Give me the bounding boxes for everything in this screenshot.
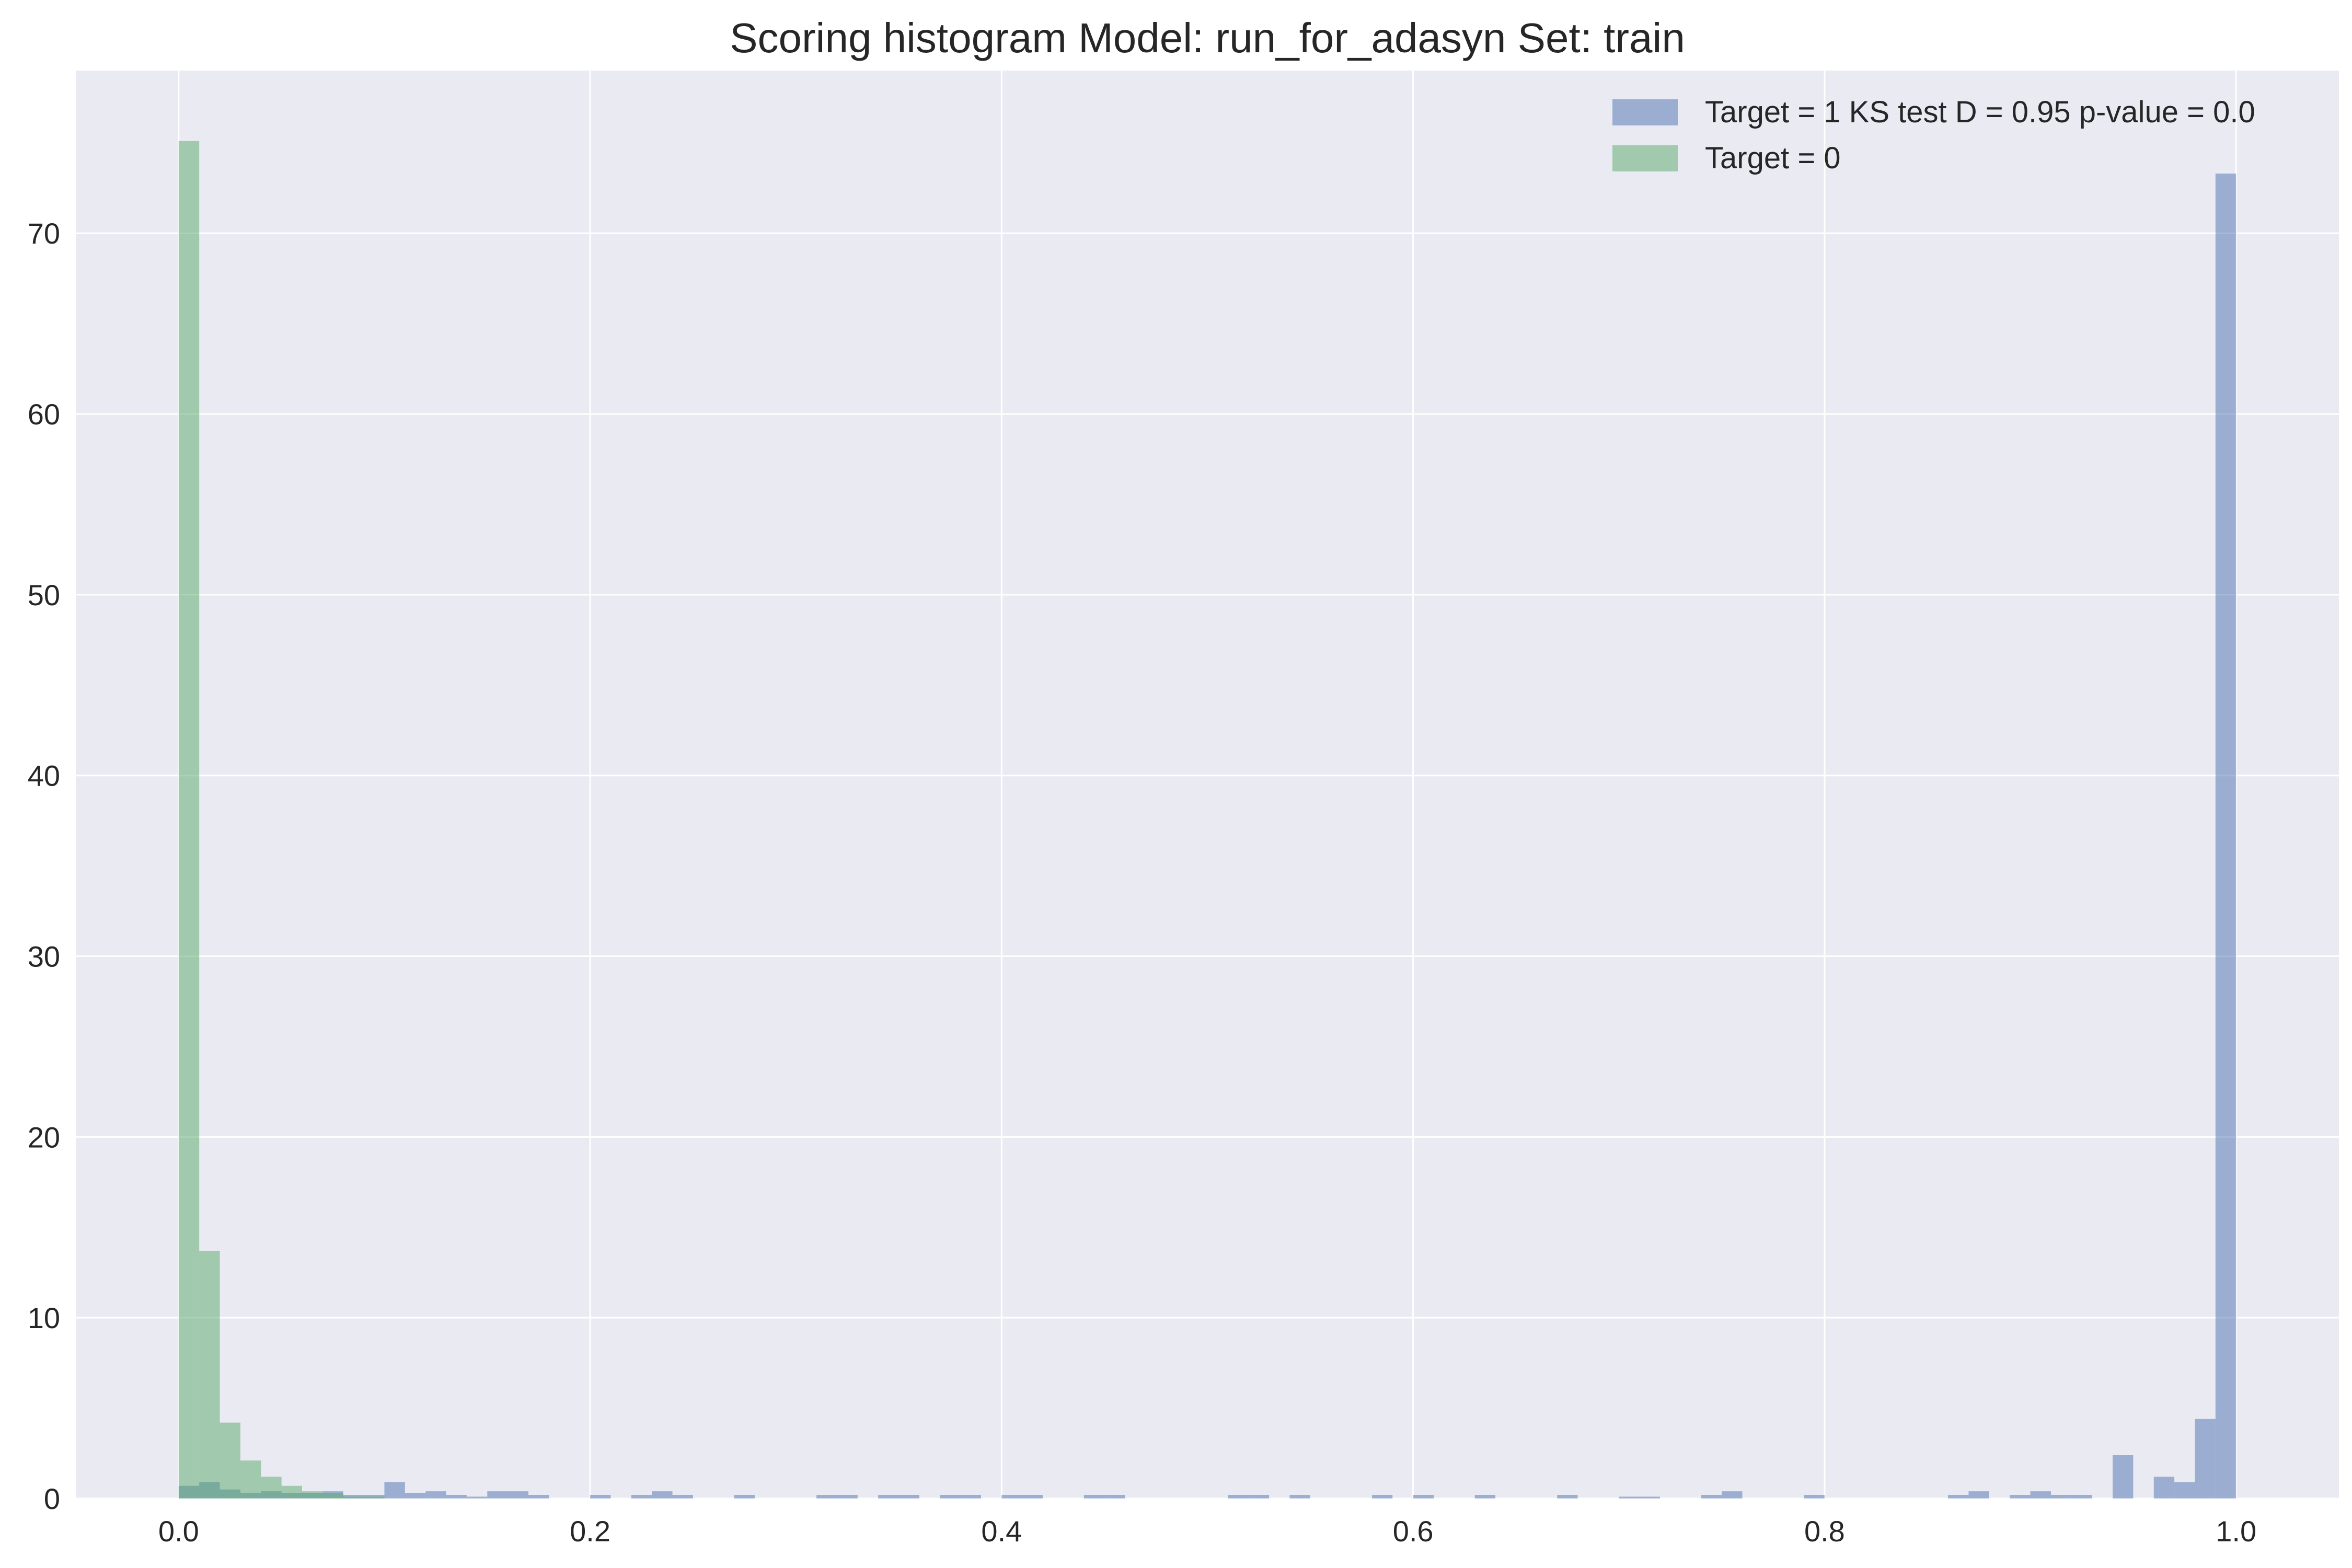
- histogram-bar: [1722, 1491, 1743, 1498]
- histogram-bar: [1474, 1495, 1496, 1498]
- histogram-bar: [2153, 1477, 2175, 1498]
- histogram-bar: [466, 1496, 488, 1498]
- tick-labels: 0.0 0.2 0.4 0.6 0.8 1.0 0 10 20 30 40 50 60 70: [28, 217, 2256, 1548]
- histogram-bar: [261, 1477, 282, 1498]
- histogram-bar: [1228, 1495, 1249, 1498]
- histogram-bar: [837, 1495, 858, 1498]
- histogram-bar: [1557, 1495, 1578, 1498]
- histogram-bar: [1948, 1495, 1969, 1498]
- y-tick-label: 70: [28, 217, 60, 250]
- histogram-bar: [364, 1496, 385, 1498]
- histogram-bar: [2071, 1495, 2092, 1498]
- legend-swatch-target-1: [1612, 99, 1678, 125]
- chart-title: Scoring histogram Model: run_for_adasyn …: [730, 15, 1685, 61]
- histogram-bar: [940, 1495, 961, 1498]
- y-tick-label: 50: [28, 579, 60, 612]
- histogram-bar: [384, 1482, 405, 1498]
- histogram-bar: [960, 1495, 981, 1498]
- histogram-bar: [425, 1491, 446, 1498]
- histogram-bar: [2195, 1419, 2216, 1498]
- histogram-bar: [322, 1493, 343, 1498]
- x-tick-label: 0.8: [1804, 1515, 1845, 1548]
- y-tick-label: 40: [28, 759, 60, 792]
- histogram-bar: [2050, 1495, 2072, 1498]
- legend-label-target-1: Target = 1 KS test D = 0.95 p-value = 0.…: [1705, 95, 2255, 129]
- histogram-bar: [302, 1491, 323, 1498]
- histogram-bars: [178, 141, 2236, 1499]
- x-tick-label: 0.4: [981, 1515, 1022, 1548]
- x-tick-label: 1.0: [2216, 1515, 2256, 1548]
- y-tick-label: 30: [28, 940, 60, 973]
- y-tick-label: 0: [44, 1482, 60, 1515]
- histogram-bar: [1804, 1495, 1825, 1498]
- histogram-bar: [2113, 1455, 2134, 1498]
- x-tick-label: 0.6: [1393, 1515, 1434, 1548]
- histogram-bar: [1639, 1496, 1660, 1498]
- histogram-bar: [528, 1495, 549, 1498]
- histogram-bar: [487, 1491, 508, 1498]
- histogram-bar: [1968, 1491, 1989, 1498]
- y-tick-label: 10: [28, 1301, 60, 1334]
- histogram-bar: [343, 1496, 364, 1498]
- histogram-bar: [652, 1491, 673, 1498]
- legend: Target = 1 KS test D = 0.95 p-value = 0.…: [1612, 95, 2255, 175]
- plot-area: [76, 71, 2339, 1498]
- histogram-bar: [508, 1491, 528, 1498]
- legend-swatch-target-0: [1612, 145, 1678, 171]
- histogram-bar: [1083, 1495, 1105, 1498]
- histogram-bar: [734, 1495, 755, 1498]
- histogram-bar: [178, 141, 200, 1499]
- histogram-bar: [240, 1460, 261, 1498]
- histogram-bar: [1104, 1495, 1125, 1498]
- y-tick-label: 60: [28, 398, 60, 431]
- histogram-bar: [281, 1485, 302, 1498]
- histogram-bar: [1248, 1495, 1270, 1498]
- histogram-bar: [898, 1495, 919, 1498]
- y-tick-label: 20: [28, 1121, 60, 1154]
- histogram-bar: [2174, 1482, 2195, 1498]
- x-tick-label: 0.0: [158, 1515, 199, 1548]
- histogram-bar: [631, 1495, 652, 1498]
- histogram-bar: [2010, 1495, 2031, 1498]
- histogram-bar: [220, 1422, 240, 1498]
- histogram-bar: [1619, 1496, 1640, 1498]
- legend-label-target-0: Target = 0: [1705, 141, 1841, 175]
- histogram-bar: [816, 1495, 837, 1498]
- x-tick-label: 0.2: [570, 1515, 610, 1548]
- histogram-bar: [1371, 1495, 1393, 1498]
- histogram-bar: [1413, 1495, 1434, 1498]
- series-1-bars: [178, 141, 385, 1499]
- histogram-bar: [1289, 1495, 1310, 1498]
- histogram-bar: [405, 1493, 426, 1498]
- histogram-bar: [2215, 174, 2236, 1499]
- histogram-bar: [1001, 1495, 1022, 1498]
- histogram-bar: [2030, 1491, 2051, 1498]
- histogram-bar: [1022, 1495, 1043, 1498]
- histogram-bar: [199, 1251, 220, 1498]
- histogram-bar: [1701, 1495, 1722, 1498]
- histogram-bar: [446, 1495, 467, 1498]
- histogram-bar: [590, 1495, 611, 1498]
- histogram-bar: [672, 1495, 693, 1498]
- histogram-bar: [878, 1495, 899, 1498]
- grid-lines: [76, 71, 2339, 1500]
